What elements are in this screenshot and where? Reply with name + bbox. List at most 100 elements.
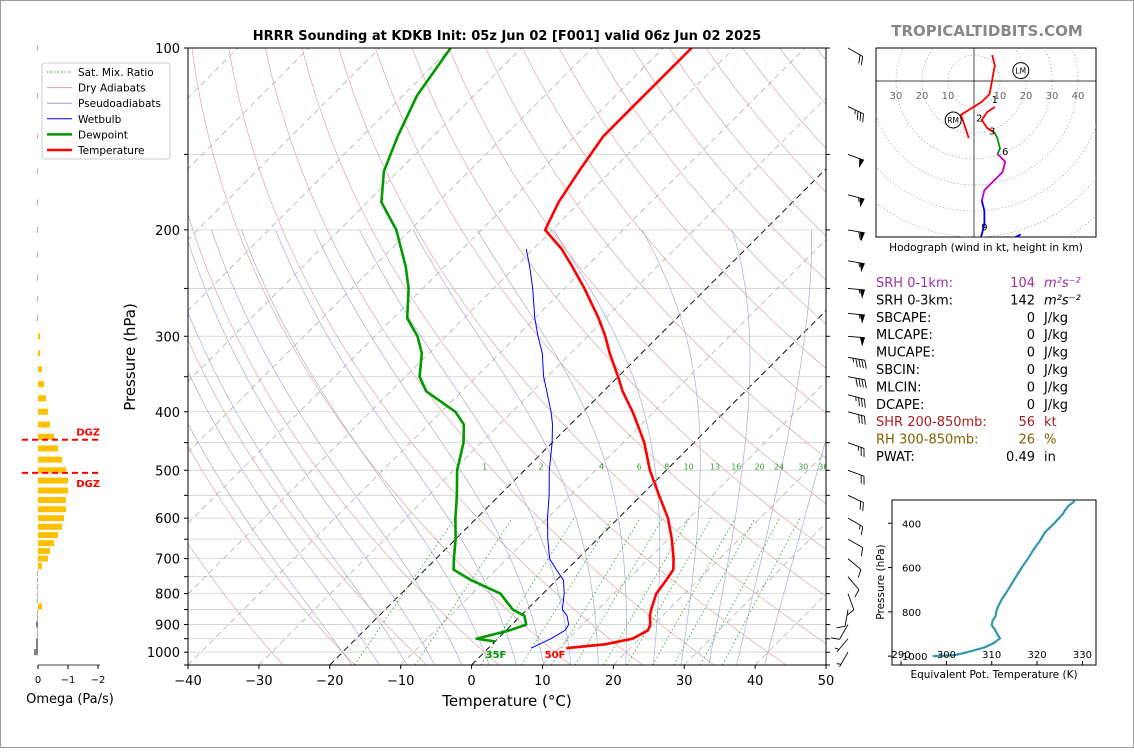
mixing-ratio-label: 30 [798,462,808,471]
index-label: SBCIN: [876,363,920,378]
index-value: 0 [1027,363,1035,378]
index-value: 56 [1018,415,1035,430]
omega-bar [36,638,38,644]
omega-bar [38,497,66,503]
omega-bar [38,445,58,451]
theta-e-ylabel: Pressure (hPa) [875,544,887,619]
omega-bar [38,422,50,428]
index-unit: % [1044,433,1056,448]
mixing-ratio-label: 13 [710,462,720,471]
x-tick-label: 20 [605,674,622,689]
legend-label: Dry Adiabats [78,83,146,95]
theta-e-y-tick-label: 800 [902,608,921,619]
hodograph-frame [876,48,1096,237]
omega-tick-label: −2 [91,675,106,686]
index-unit: J/kg [1043,346,1068,361]
surface-temperature-label: 50F [545,650,566,661]
hodo-height-label: 6 [1002,147,1008,158]
theta-e-x-tick-label: 330 [1073,650,1092,661]
mixing-ratio-label: 16 [731,462,741,471]
surface-dewpoint-label: 35F [486,650,507,661]
omega-bar [38,506,66,512]
y-axis-label: Pressure (hPa) [121,303,139,411]
dgz-label-bottom: DGZ [76,479,100,490]
index-unit: J/kg [1043,398,1068,413]
hodo-ring-label: 40 [1072,91,1085,102]
y-tick-label: 700 [155,553,180,568]
hodo-height-label: 1 [992,95,998,106]
hodo-ring-label: 20 [1020,91,1033,102]
index-label: MLCIN: [876,380,921,395]
x-tick-label: 0 [467,674,475,689]
y-tick-label: 800 [155,588,180,603]
hodo-height-label: 3 [989,126,995,137]
omega-bar [38,532,58,538]
omega-bar [36,622,38,628]
omega-bar [38,540,54,546]
theta-e-y-tick-label: 400 [902,519,921,530]
mixing-ratio-label: 24 [774,462,784,471]
omega-bar [38,333,40,339]
omega-bar [38,366,42,372]
omega-tick-label: 0 [35,675,41,686]
omega-bar [38,488,68,494]
hodo-ring-label: 30 [1046,91,1059,102]
index-label: SRH 0-1km: [876,276,953,291]
x-tick-label: −30 [245,674,272,689]
mixing-ratio-label: 6 [637,462,642,471]
dgz-label-top: DGZ [76,428,100,439]
y-tick-label: 400 [155,406,180,421]
omega-bar [38,548,50,554]
x-tick-label: 10 [534,674,551,689]
omega-bar [36,644,38,650]
legend-label: Wetbulb [78,114,122,126]
index-unit: in [1044,450,1056,465]
hodo-height-label: 9 [981,223,987,234]
x-tick-label: −20 [316,674,343,689]
omega-bar [38,381,44,387]
x-tick-label: 40 [747,674,764,689]
x-tick-label: 30 [676,674,693,689]
index-value: 0.49 [1006,450,1035,465]
mixing-ratio-label: 1 [482,462,487,471]
index-value: 0 [1027,398,1035,413]
index-unit: J/kg [1043,380,1068,395]
theta-e-x-tick-label: 310 [982,650,1001,661]
x-tick-label: −40 [174,674,201,689]
legend: Sat. Mix. Ratio Dry Adiabats Pseudoadiabat… [42,63,170,159]
mixing-ratio-label: 8 [664,462,669,471]
mixing-ratio-label: 10 [684,462,694,471]
index-value: 0 [1027,380,1035,395]
index-label: SBCAPE: [876,311,931,326]
x-tick-label: 50 [818,674,835,689]
legend-label: Temperature [77,145,145,157]
theta-e-x-tick-label: 300 [937,650,956,661]
y-tick-label: 600 [155,512,180,527]
legend-label: Pseudoadiabats [78,98,161,110]
omega-bar [38,409,48,415]
index-label: SHR 200-850mb: [876,415,987,430]
omega-bar [38,350,40,356]
hodo-ring-label: 10 [942,91,955,102]
theta-e-x-tick-label: 320 [1028,650,1047,661]
index-value: 0 [1027,328,1035,343]
hodograph-caption: Hodograph (wind in kt, height in km) [889,242,1083,254]
hodo-height-label: 2 [976,113,982,124]
theta-e-xlabel: Equivalent Pot. Temperature (K) [910,669,1077,681]
storm-motion-label: LM [1015,67,1026,76]
index-label: PWAT: [876,450,915,465]
x-tick-label: −10 [387,674,414,689]
omega-bar [38,395,46,401]
index-label: MLCAPE: [876,328,933,343]
index-label: RH 300-850mb: [876,433,979,448]
legend-label: Sat. Mix. Ratio [78,67,154,79]
mixing-ratio-label: 2 [539,462,544,471]
index-value: 26 [1018,433,1035,448]
omega-bar [38,515,64,521]
index-value: 104 [1010,276,1035,291]
chart-title: HRRR Sounding at KDKB Init: 05z Jun 02 [… [253,29,761,44]
index-unit: J/kg [1043,363,1068,378]
legend-label: Dewpoint [78,129,128,141]
omega-bar [38,478,68,484]
